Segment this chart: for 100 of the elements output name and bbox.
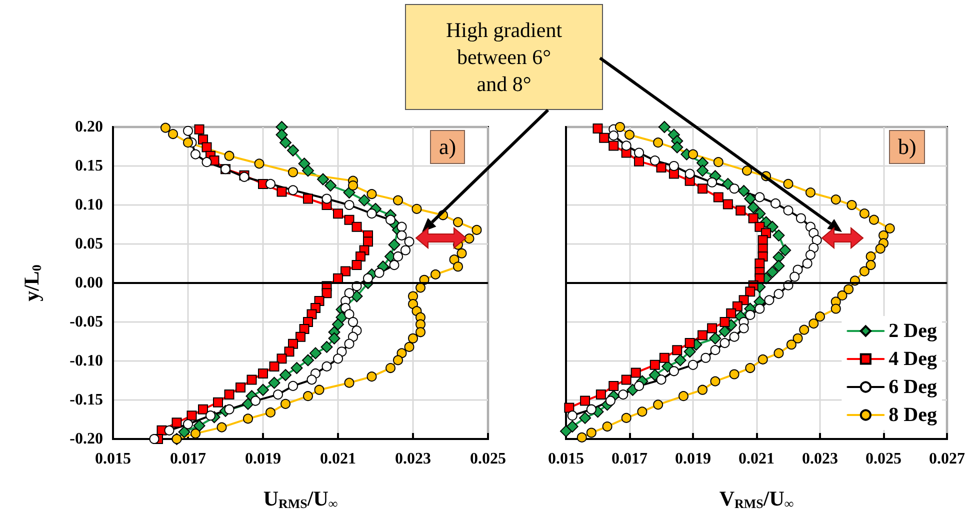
point: [722, 199, 733, 210]
y-tick-label: -0.10: [70, 352, 103, 370]
point: [884, 223, 895, 234]
point: [404, 342, 414, 352]
point: [206, 410, 216, 421]
point: [707, 177, 718, 188]
point: [393, 195, 403, 206]
point: [366, 372, 377, 382]
point: [183, 138, 193, 148]
point: [790, 272, 800, 282]
point: [566, 420, 578, 433]
point: [605, 396, 616, 406]
point: [356, 251, 366, 262]
point: [288, 185, 298, 196]
point: [656, 162, 666, 173]
point: [608, 380, 619, 391]
point: [634, 380, 644, 391]
point: [653, 138, 664, 148]
point: [273, 390, 283, 400]
point: [172, 418, 182, 428]
x-tick-label: 0.015: [548, 450, 584, 468]
point: [634, 156, 644, 166]
point: [258, 368, 268, 378]
point: [348, 332, 358, 342]
point: [722, 178, 734, 190]
point: [742, 166, 752, 176]
x-tick-label: 0.019: [675, 450, 711, 468]
point: [266, 407, 276, 418]
point: [333, 208, 343, 219]
point: [276, 128, 288, 141]
point: [720, 317, 730, 327]
point: [596, 390, 606, 400]
point: [580, 396, 590, 406]
point: [707, 323, 718, 334]
x-tick-label: 0.019: [245, 450, 281, 468]
point: [322, 194, 332, 204]
point: [866, 251, 876, 262]
point: [738, 184, 750, 197]
point: [713, 192, 724, 202]
point: [243, 414, 253, 424]
point: [772, 260, 785, 272]
point: [287, 144, 299, 156]
legend-label: 2 Deg: [888, 320, 938, 342]
point: [363, 236, 373, 247]
point: [614, 122, 625, 132]
point: [720, 338, 730, 348]
point: [634, 148, 644, 158]
point: [430, 269, 440, 280]
point: [344, 200, 354, 210]
point: [400, 245, 410, 256]
point: [656, 374, 666, 385]
point: [808, 318, 819, 329]
point: [774, 288, 784, 299]
point: [366, 208, 377, 219]
point: [748, 213, 758, 224]
point: [736, 205, 746, 216]
point: [866, 260, 876, 270]
point: [709, 332, 722, 344]
x-tick-label: 0.017: [612, 450, 648, 468]
point: [586, 428, 596, 438]
point: [650, 156, 660, 166]
y-tick-label: 0.10: [75, 196, 103, 214]
point: [815, 312, 825, 322]
point: [754, 304, 765, 314]
point: [729, 184, 740, 194]
point: [732, 301, 742, 312]
point: [658, 121, 670, 133]
point: [393, 251, 403, 262]
point: [236, 382, 246, 393]
point: [396, 348, 407, 358]
point: [618, 390, 628, 400]
point: [608, 140, 619, 151]
point: [710, 345, 720, 356]
point: [193, 420, 206, 432]
point: [190, 149, 200, 160]
point: [310, 347, 322, 360]
point: [194, 124, 204, 134]
point: [846, 200, 857, 210]
y-tick-label: 0.00: [75, 274, 103, 292]
y-tick-label: 0.15: [75, 158, 103, 174]
point: [738, 323, 749, 334]
point: [363, 273, 373, 284]
point: [726, 308, 736, 318]
point: [366, 189, 377, 200]
point: [688, 149, 698, 160]
point: [621, 374, 632, 385]
point: [745, 363, 756, 374]
point: [416, 327, 426, 338]
point: [344, 309, 354, 320]
point: [830, 304, 841, 314]
point: [653, 400, 664, 410]
point: [745, 286, 756, 297]
point: [160, 122, 170, 133]
y-tick-label: 0.20: [75, 118, 103, 136]
point: [388, 238, 400, 251]
point: [672, 345, 682, 356]
point: [352, 222, 362, 232]
point: [710, 376, 720, 386]
point: [242, 398, 254, 410]
point: [844, 284, 854, 294]
